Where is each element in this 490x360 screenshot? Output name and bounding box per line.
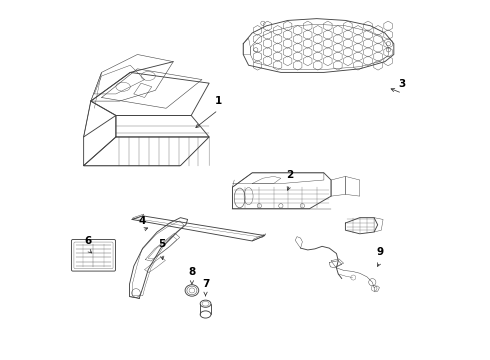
Text: 4: 4 xyxy=(138,216,146,226)
Text: 9: 9 xyxy=(376,247,383,257)
Text: 5: 5 xyxy=(158,239,166,249)
Text: 2: 2 xyxy=(286,170,294,180)
Text: 7: 7 xyxy=(202,279,209,289)
Text: 3: 3 xyxy=(398,79,406,89)
Text: 8: 8 xyxy=(188,267,196,277)
Text: 1: 1 xyxy=(215,96,222,106)
Text: 6: 6 xyxy=(85,236,92,246)
